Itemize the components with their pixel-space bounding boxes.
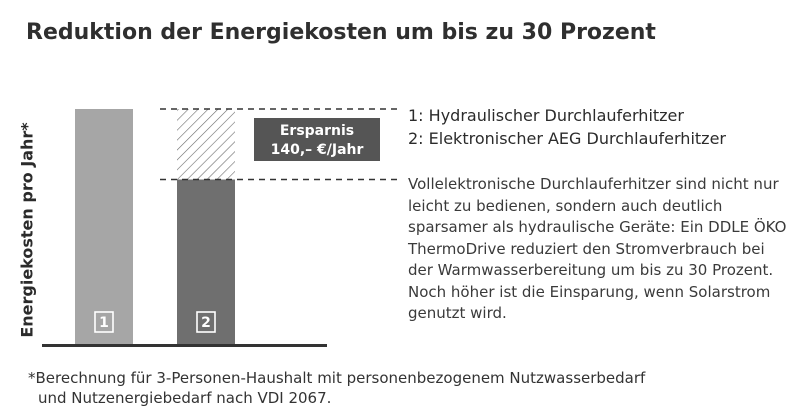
footnote-line-1: Berechnung für 3-Personen-Haushalt mit p… [35, 369, 646, 387]
bar-label-1: 1 [99, 315, 109, 331]
savings-label: Ersparnis [280, 123, 354, 139]
bar-2 [177, 179, 235, 344]
bar-1 [75, 109, 133, 344]
legend-item-1: 1: Hydraulischer Durchlauferhitzer [408, 106, 684, 125]
legend-item-2: 2: Elektronischer AEG Durchlauferhitzer [408, 129, 726, 148]
bar-label-2: 2 [201, 315, 211, 331]
footnote-line-2: und Nutzenergiebedarf nach VDI 2067. [38, 389, 332, 407]
savings-amount: 140,– €/Jahr [271, 142, 364, 158]
bar-chart: 1 2 Ersparnis 140,– €/Jahr [42, 108, 400, 347]
savings-hatch [177, 109, 235, 180]
bar-label-box-2 [196, 311, 216, 333]
bar-label-box-1 [94, 311, 114, 333]
legend: 1: Hydraulischer Durchlauferhitzer 2: El… [408, 104, 726, 150]
chart-title: Reduktion der Energiekosten um bis zu 30… [26, 20, 656, 45]
footnote-marker: * [28, 369, 36, 387]
footnote: *Berechnung für 3-Personen-Haushalt mit … [28, 368, 645, 408]
description-text: Vollelektronische Durchlauferhitzer sind… [408, 175, 787, 322]
savings-box [254, 118, 380, 161]
